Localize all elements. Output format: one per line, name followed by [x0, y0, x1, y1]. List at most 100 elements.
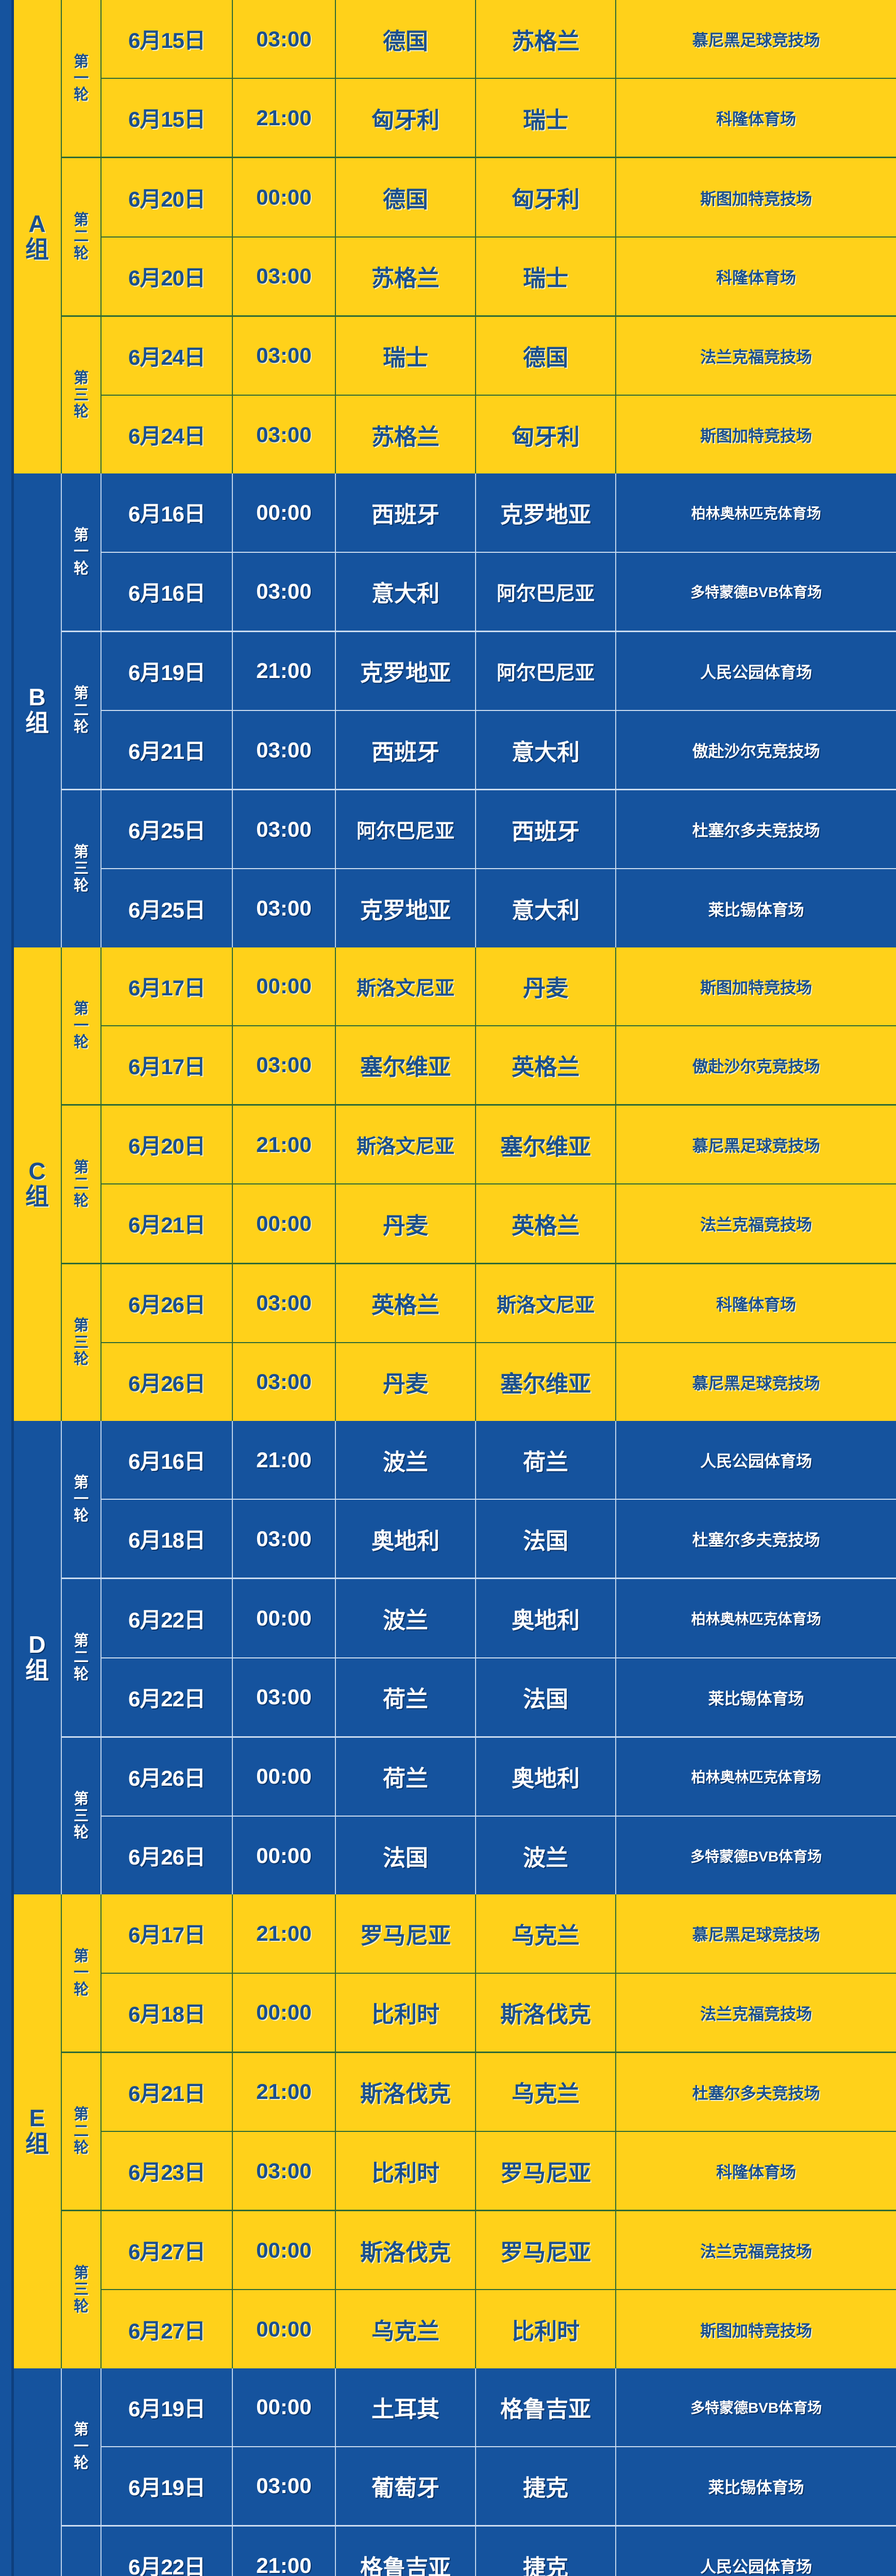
- home-team: 意大利: [336, 552, 476, 631]
- match-row[interactable]: 6月26日 00:00 法国 波兰 多特蒙德BVB体育场: [102, 1816, 896, 1895]
- match-time: 00:00: [233, 473, 336, 552]
- match-row[interactable]: 6月15日 03:00 德国 苏格兰 慕尼黑足球竞技场: [102, 0, 896, 78]
- match-row[interactable]: 6月22日 03:00 荷兰 法国 莱比锡体育场: [102, 1657, 896, 1736]
- match-row[interactable]: 6月26日 03:00 丹麦 塞尔维亚 慕尼黑足球竞技场: [102, 1342, 896, 1421]
- match-row[interactable]: 6月21日 03:00 西班牙 意大利 傲赴沙尔克竞技场: [102, 709, 896, 789]
- round-label: 第 三 轮: [62, 316, 102, 474]
- match-row[interactable]: 6月20日 00:00 德国 匈牙利 斯图加特竞技场: [102, 158, 896, 236]
- round-label-text: 第 一 轮: [73, 1947, 89, 1998]
- match-date: 6月26日: [102, 1737, 233, 1816]
- match-date: 6月27日: [102, 2211, 233, 2290]
- match-row[interactable]: 6月24日 03:00 瑞士 德国 法兰克福竞技场: [102, 316, 896, 395]
- match-time: 03:00: [233, 396, 336, 474]
- match-row[interactable]: 6月17日 21:00 罗马尼亚 乌克兰 慕尼黑足球竞技场: [102, 1894, 896, 1973]
- home-team: 英格兰: [336, 1264, 476, 1342]
- match-row[interactable]: 6月19日 03:00 葡萄牙 捷克 莱比锡体育场: [102, 2446, 896, 2526]
- match-time: 00:00: [233, 2211, 336, 2290]
- match-date: 6月24日: [102, 316, 233, 395]
- group-section-e: E 组第 一 轮 6月17日 21:00 罗马尼亚 乌克兰 慕尼黑足球竞技场 6月18日 00…: [0, 1894, 896, 2368]
- away-team: 德国: [476, 316, 616, 395]
- home-team: 波兰: [336, 1420, 476, 1499]
- match-row[interactable]: 6月19日 00:00 土耳其 格鲁吉亚 多特蒙德BVB体育场: [102, 2368, 896, 2446]
- round-label: 第 一 轮: [62, 1420, 102, 1578]
- match-row[interactable]: 6月18日 00:00 比利时 斯洛伐克 法兰克福竞技场: [102, 1972, 896, 2052]
- away-team: 英格兰: [476, 1026, 616, 1105]
- away-team: 苏格兰: [476, 0, 616, 78]
- match-row[interactable]: 6月20日 03:00 苏格兰 瑞士 科隆体育场: [102, 236, 896, 315]
- match-row[interactable]: 6月23日 03:00 比利时 罗马尼亚 科隆体育场: [102, 2130, 896, 2210]
- match-venue: 柏林奥林匹克体育场: [691, 1769, 821, 1786]
- matches-container: 6月17日 21:00 罗马尼亚 乌克兰 慕尼黑足球竞技场 6月18日 00:00 比利时 斯洛…: [102, 1894, 896, 2052]
- away-team: 奥地利: [476, 1737, 616, 1816]
- match-time: 03:00: [233, 1343, 336, 1421]
- match-row[interactable]: 6月16日 00:00 西班牙 克罗地亚 柏林奥林匹克体育场: [102, 473, 896, 552]
- match-row[interactable]: 6月16日 03:00 意大利 阿尔巴尼亚 多特蒙德BVB体育场: [102, 551, 896, 631]
- round-label: 第 二 轮: [62, 632, 102, 789]
- match-venue: 慕尼黑足球竞技场: [692, 1926, 820, 1944]
- away-team: 丹麦: [476, 947, 616, 1025]
- match-row[interactable]: 6月22日 21:00 格鲁吉亚 捷克 人民公园体育场: [102, 2527, 896, 2576]
- home-team: 克罗地亚: [336, 869, 476, 947]
- match-venue: 慕尼黑足球竞技场: [692, 1374, 820, 1393]
- match-venue: 莱比锡体育场: [708, 1689, 804, 1708]
- match-row[interactable]: 6月18日 03:00 奥地利 法国 杜塞尔多夫竞技场: [102, 1499, 896, 1578]
- match-row[interactable]: 6月19日 21:00 克罗地亚 阿尔巴尼亚 人民公园体育场: [102, 632, 896, 710]
- match-time: 21:00: [233, 1894, 336, 1973]
- match-row[interactable]: 6月17日 00:00 斯洛文尼亚 丹麦 斯图加特竞技场: [102, 947, 896, 1025]
- away-team: 法国: [476, 1658, 616, 1736]
- rounds-container: 第 一 轮 6月15日 03:00 德国 苏格兰 慕尼黑足球竞技场 6月15日 21:00 匈牙…: [62, 0, 896, 474]
- match-row[interactable]: 6月20日 21:00 斯洛文尼亚 塞尔维亚 慕尼黑足球竞技场: [102, 1106, 896, 1184]
- match-venue: 莱比锡体育场: [708, 2478, 804, 2497]
- round-block: 第 一 轮 6月16日 21:00 波兰 荷兰 人民公园体育场 6月18日 03:00 奥地利法…: [62, 1420, 896, 1578]
- match-row[interactable]: 6月25日 03:00 克罗地亚 意大利 莱比锡体育场: [102, 868, 896, 947]
- matches-container: 6月21日 21:00 斯洛伐克 乌克兰 杜塞尔多夫竞技场 6月23日 03:00 比利时 罗马…: [102, 2053, 896, 2210]
- round-block: 第 三 轮 6月25日 03:00 阿尔巴尼亚 西班牙 杜塞尔多夫竞技场 6月25日 03:0…: [62, 789, 896, 947]
- away-team: 意大利: [476, 869, 616, 947]
- match-date: 6月22日: [102, 1658, 233, 1736]
- match-row[interactable]: 6月21日 00:00 丹麦 英格兰 法兰克福竞技场: [102, 1183, 896, 1263]
- match-date: 6月18日: [102, 1973, 233, 2052]
- matches-container: 6月16日 00:00 西班牙 克罗地亚 柏林奥林匹克体育场 6月16日 03:00 意大利阿…: [102, 473, 896, 631]
- home-team: 丹麦: [336, 1343, 476, 1421]
- match-date: 6月15日: [102, 0, 233, 78]
- match-row[interactable]: 6月22日 00:00 波兰 奥地利 柏林奥林匹克体育场: [102, 1579, 896, 1657]
- match-time: 00:00: [233, 158, 336, 236]
- match-row[interactable]: 6月21日 21:00 斯洛伐克 乌克兰 杜塞尔多夫竞技场: [102, 2053, 896, 2131]
- match-time: 00:00: [233, 2368, 336, 2446]
- match-venue: 斯图加特竞技场: [700, 978, 812, 997]
- round-block: 第 二 轮 6月21日 21:00 斯洛伐克 乌克兰 杜塞尔多夫竞技场 6月23日 03:00…: [62, 2051, 896, 2210]
- match-date: 6月19日: [102, 2368, 233, 2446]
- round-label: 第 一 轮: [62, 1894, 102, 2052]
- away-team: 阿尔巴尼亚: [476, 552, 616, 631]
- match-row[interactable]: 6月16日 21:00 波兰 荷兰 人民公园体育场: [102, 1420, 896, 1499]
- match-date: 6月20日: [102, 1106, 233, 1184]
- away-team: 意大利: [476, 710, 616, 789]
- match-time: 03:00: [233, 2131, 336, 2210]
- round-label: 第 三 轮: [62, 1264, 102, 1421]
- match-row[interactable]: 6月27日 00:00 斯洛伐克 罗马尼亚 法兰克福竞技场: [102, 2211, 896, 2290]
- match-row[interactable]: 6月27日 00:00 乌克兰 比利时 斯图加特竞技场: [102, 2289, 896, 2368]
- home-team: 斯洛伐克: [336, 2053, 476, 2131]
- match-row[interactable]: 6月17日 03:00 塞尔维亚 英格兰 傲赴沙尔克竞技场: [102, 1025, 896, 1105]
- round-label: 第 二 轮: [62, 158, 102, 315]
- away-team: 斯洛伐克: [476, 1973, 616, 2052]
- match-date: 6月27日: [102, 2290, 233, 2368]
- match-row[interactable]: 6月26日 00:00 荷兰 奥地利 柏林奥林匹克体育场: [102, 1737, 896, 1816]
- match-date: 6月21日: [102, 710, 233, 789]
- match-time: 00:00: [233, 1817, 336, 1895]
- match-row[interactable]: 6月15日 21:00 匈牙利 瑞士 科隆体育场: [102, 78, 896, 157]
- match-row[interactable]: 6月26日 03:00 英格兰 斯洛文尼亚 科隆体育场: [102, 1264, 896, 1342]
- away-team: 法国: [476, 1500, 616, 1578]
- home-team: 德国: [336, 158, 476, 236]
- round-block: 第 二 轮 6月19日 21:00 克罗地亚 阿尔巴尼亚 人民公园体育场 6月21日 03:0…: [62, 630, 896, 789]
- round-label-text: 第 三 轮: [73, 1791, 89, 1841]
- match-venue: 法兰克福竞技场: [700, 2243, 812, 2261]
- home-team: 土耳其: [336, 2368, 476, 2446]
- match-row[interactable]: 6月25日 03:00 阿尔巴尼亚 西班牙 杜塞尔多夫竞技场: [102, 790, 896, 869]
- group-label-a: A 组: [14, 0, 62, 474]
- match-date: 6月26日: [102, 1343, 233, 1421]
- match-row[interactable]: 6月24日 03:00 苏格兰 匈牙利 斯图加特竞技场: [102, 395, 896, 474]
- group-label-text: C 组: [25, 1157, 49, 1210]
- home-team: 克罗地亚: [336, 632, 476, 710]
- round-label-text: 第 一 轮: [73, 527, 89, 577]
